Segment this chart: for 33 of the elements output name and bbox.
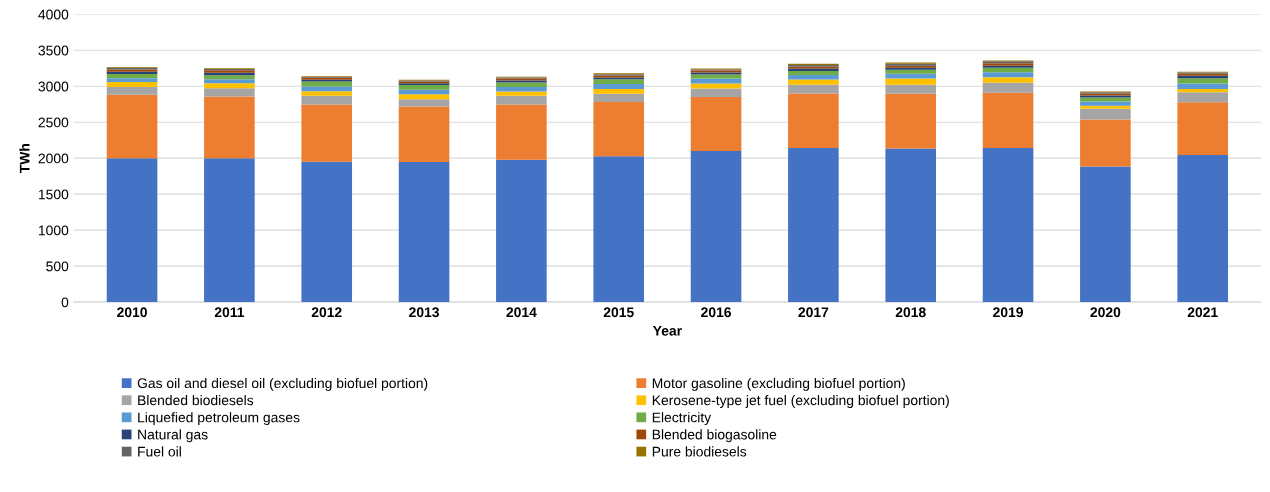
y-tick-label: 1000	[38, 225, 69, 236]
x-tick-label: 2012	[311, 307, 342, 318]
legend-label: Pure biodiesels	[652, 446, 747, 457]
y-tick-label: 2000	[38, 153, 69, 164]
y-tick-label: 2500	[38, 117, 69, 128]
legend-label: Electricity	[652, 412, 712, 426]
legend-label: Kerosene-type jet fuel (excluding biofuel portion)	[652, 395, 949, 408]
legend-label: Liquefied petroleum gases	[138, 412, 300, 426]
x-tick-label: 2018	[895, 307, 926, 318]
y-tick-label: 3000	[38, 81, 69, 92]
y-axis-title: TWh	[19, 144, 30, 174]
x-tick-label: 2020	[1090, 307, 1121, 318]
x-tick-label: 2013	[409, 307, 439, 318]
legend-label: Natural gas	[138, 429, 208, 443]
x-tick-label: 2017	[798, 307, 829, 318]
y-tick-label: 0	[61, 297, 69, 308]
legend-label: Motor gasoline (excluding biofuel portion)	[652, 377, 905, 391]
x-tick-label: 2011	[214, 307, 245, 318]
x-tick-label: 2010	[117, 307, 147, 318]
legend-label: Gas oil and diesel oil (excluding biofuel portion)	[137, 377, 428, 391]
legend-label: Blended biogasoline	[652, 429, 777, 443]
x-tick-label: 2016	[701, 307, 731, 318]
y-tick-label: 500	[46, 261, 69, 272]
y-tick-label: 3500	[38, 45, 69, 56]
y-tick-label: 4000	[38, 9, 69, 20]
x-tick-label: 2021	[1187, 307, 1218, 318]
y-tick-label: 1500	[38, 189, 69, 200]
x-axis-title: Year	[652, 325, 682, 336]
legend-label: Fuel oil	[138, 446, 181, 457]
x-tick-label: 2019	[993, 307, 1023, 318]
x-tick-label: 2015	[603, 307, 634, 318]
x-tick-label: 2014	[506, 307, 537, 318]
legend-label: Blended biodiesels	[138, 395, 254, 406]
